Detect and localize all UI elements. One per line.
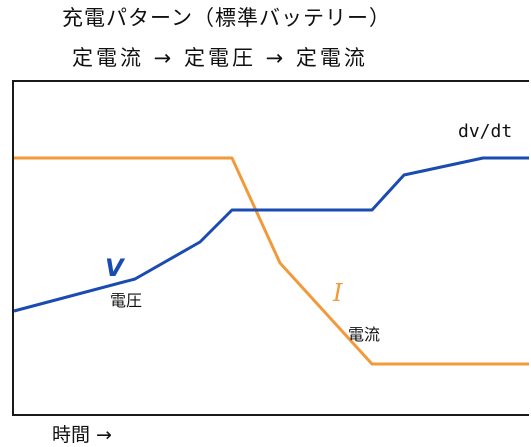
current-label: 電流 [348,325,380,344]
diagram-title: 充電パターン（標準バッテリー） [62,6,391,30]
current-symbol: I [332,279,343,307]
dvdt-label: dv/dt [458,121,512,142]
voltage-symbol: V [105,254,126,282]
plot-frame [12,80,529,416]
voltage-label: 電圧 [110,291,142,310]
current-curve [14,156,529,366]
voltage-curve [13,156,529,313]
x-axis-label: 時間 → [52,424,112,446]
diagram-subtitle: 定電流 → 定電圧 → 定電流 [72,46,368,70]
